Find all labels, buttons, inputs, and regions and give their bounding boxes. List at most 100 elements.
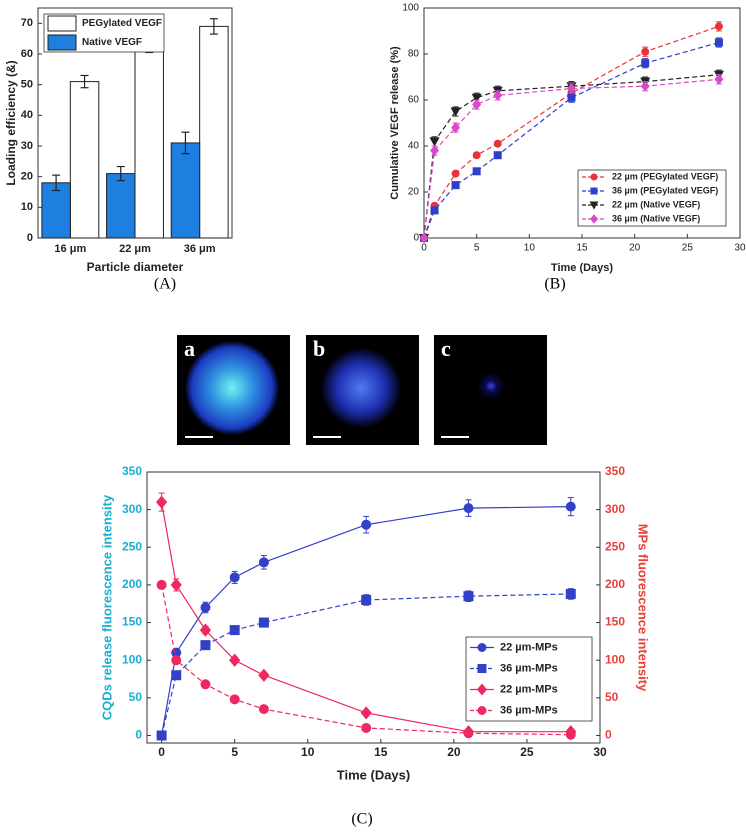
y2-tick-label: 150 (605, 615, 625, 629)
y-tick-label: 60 (408, 95, 420, 106)
series-line (423, 41, 720, 239)
marker (565, 501, 576, 512)
marker (170, 578, 182, 592)
marker (229, 653, 241, 667)
marker (565, 588, 576, 599)
x-tick-label: 25 (520, 745, 534, 759)
x-tick-label: 22 μm (119, 243, 151, 255)
y-tick-label: 30 (21, 140, 33, 152)
marker (258, 557, 269, 568)
legend-label: 22 µm-MPs (500, 641, 558, 653)
bar (134, 44, 164, 239)
y-tick-label: 50 (21, 79, 33, 91)
marker (589, 201, 599, 210)
marker (641, 47, 650, 56)
bar (69, 81, 100, 239)
x-tick-label: 30 (734, 243, 746, 254)
legend-label: 36 µm (PEGylated VEGF) (612, 185, 718, 195)
y-axis-label: Cumulative VEGF release (%) (389, 46, 401, 200)
y-tick-label: 80 (408, 49, 420, 60)
x-axis-label: Time (Days) (551, 262, 613, 274)
x-tick-label: 5 (231, 745, 238, 759)
y-tick-label: 200 (122, 577, 142, 591)
marker (258, 704, 269, 715)
marker (493, 139, 502, 148)
plot-frame (146, 471, 601, 744)
marker (463, 728, 474, 739)
marker (565, 729, 576, 740)
series-line (161, 506, 571, 736)
image-label: a (184, 336, 195, 361)
marker (640, 80, 650, 92)
particle (321, 348, 401, 428)
legend-box (465, 636, 593, 722)
marker (200, 679, 211, 690)
y2-axis-label: MPs fluorescence intensity (636, 524, 651, 692)
marker (451, 181, 460, 190)
y-axis-label: CQDs release fluorescence intensity (99, 494, 114, 720)
marker (258, 668, 270, 682)
marker (714, 73, 724, 85)
x-tick-label: 0 (421, 243, 427, 254)
panel-label: (B) (544, 276, 565, 293)
legend-label: PEGylated VEGF (82, 18, 162, 29)
marker (471, 93, 482, 103)
marker (200, 602, 211, 613)
y-tick-label: 50 (129, 690, 143, 704)
x-tick-label: 20 (629, 243, 641, 254)
legend-swatch (47, 15, 77, 32)
marker (361, 722, 372, 733)
marker (493, 90, 503, 101)
panel-label: (C) (351, 811, 372, 828)
marker (714, 22, 723, 31)
y2-tick-label: 100 (605, 652, 625, 666)
marker (430, 206, 439, 215)
error-bar (181, 131, 190, 155)
marker (229, 625, 240, 636)
y-tick-label: 70 (21, 17, 33, 29)
y-tick-label: 0 (135, 728, 142, 742)
micrographs: a b c (177, 335, 547, 445)
image-label: c (441, 336, 451, 361)
y-tick-label: 40 (408, 141, 420, 152)
marker (590, 173, 598, 181)
x-axis-label: Time (Days) (337, 767, 410, 782)
y2-tick-label: 200 (605, 577, 625, 591)
y-tick-label: 0 (27, 232, 33, 244)
y2-tick-label: 0 (605, 728, 612, 742)
marker (229, 572, 240, 583)
y2-tick-label: 50 (605, 690, 619, 704)
marker (450, 107, 461, 117)
series-line (161, 584, 571, 736)
bar (106, 173, 136, 239)
y-tick-label: 350 (122, 464, 142, 478)
y-tick-label: 0 (413, 233, 419, 244)
x-axis-label: Particle diameter (87, 260, 184, 274)
marker (590, 187, 598, 195)
marker (493, 151, 502, 160)
bar (199, 25, 229, 239)
marker (419, 232, 429, 244)
legend-label: Native VEGF (82, 37, 142, 48)
legend-label: 36 µm (Native VEGF) (612, 213, 700, 223)
marker (171, 655, 182, 666)
y-tick-label: 20 (21, 171, 33, 183)
marker (429, 137, 440, 147)
marker (476, 683, 488, 696)
marker (430, 145, 440, 156)
y-tick-label: 150 (122, 615, 142, 629)
marker (641, 59, 650, 68)
marker (463, 591, 474, 602)
y-tick-label: 60 (21, 48, 33, 60)
x-tick-label: 25 (682, 243, 694, 254)
series-line (423, 74, 719, 239)
marker (156, 579, 167, 590)
x-tick-label: 15 (576, 243, 588, 254)
marker (472, 151, 481, 160)
marker (451, 122, 461, 133)
x-tick-label: 16 μm (54, 243, 86, 255)
y-tick-label: 250 (122, 539, 142, 553)
particle (477, 372, 505, 400)
marker (451, 169, 460, 178)
